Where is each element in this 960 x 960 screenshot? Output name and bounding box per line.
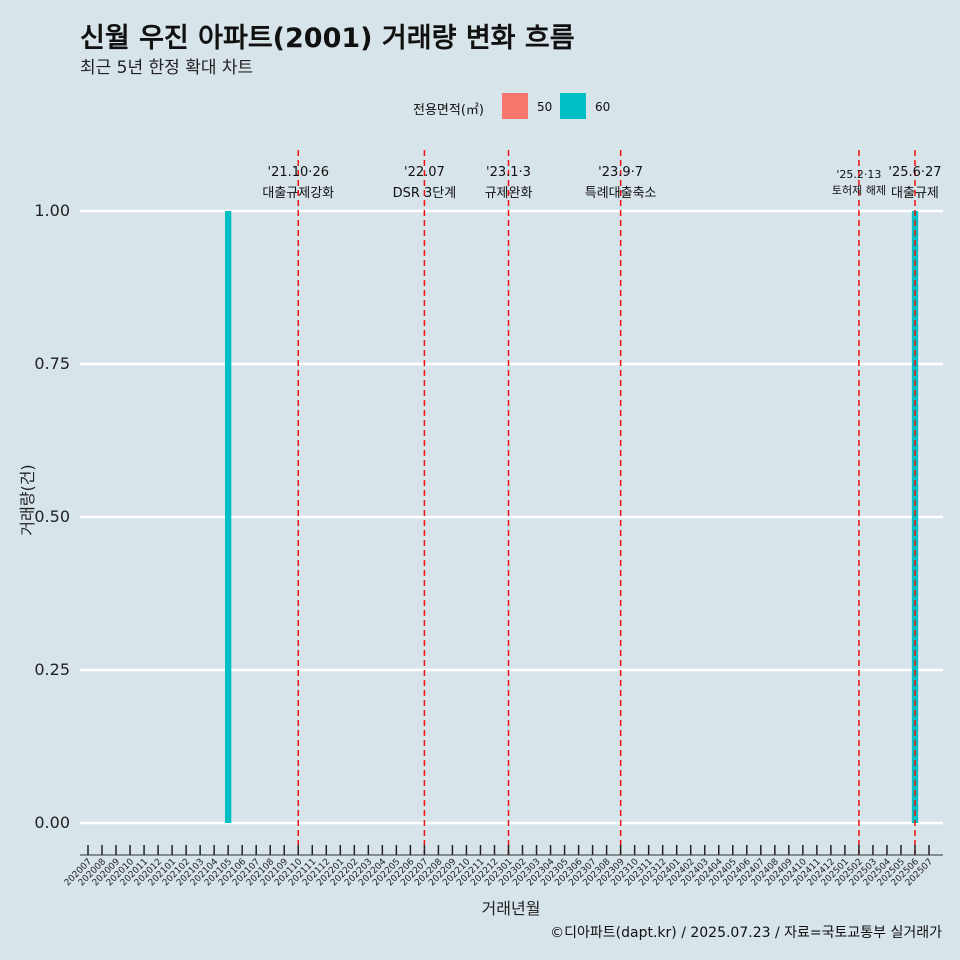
legend-swatch-50: [502, 93, 528, 119]
chart-subtitle: 최근 5년 한정 확대 차트: [80, 58, 254, 78]
event-date-label: '23.1·3: [486, 165, 531, 180]
event-date-label: '21.10·26: [268, 165, 329, 180]
y-tick-label: 0.00: [34, 813, 70, 832]
y-axis-title: 거래량(건): [18, 464, 37, 535]
legend-label-60: 60: [595, 100, 611, 114]
y-tick-label: 0.25: [34, 660, 70, 679]
y-tick-label: 0.75: [34, 354, 70, 373]
event-name-label: 규제완화: [485, 186, 533, 201]
event-name-label: 대출규제강화: [262, 186, 334, 201]
legend-swatch-60: [560, 93, 586, 119]
chart-title: 신월 우진 아파트(2001) 거래량 변화 흐름: [80, 23, 575, 54]
y-tick-label: 0.50: [34, 507, 70, 526]
bar-60-202506: [911, 211, 919, 823]
x-axis-title: 거래년월: [482, 899, 541, 918]
y-tick-label: 1.00: [34, 201, 70, 220]
event-date-label: '23.9·7: [598, 165, 643, 180]
event-name-label: 대출규제: [891, 186, 939, 201]
source-caption: ©디아파트(dapt.kr) / 2025.07.23 / 자료=국토교통부 실…: [550, 925, 942, 941]
event-date-label: '22.07: [404, 165, 445, 180]
event-date-label: '25.6·27: [888, 165, 941, 180]
bar-60-202105: [225, 211, 232, 823]
legend-label-50: 50: [537, 100, 553, 114]
event-date-label: '25.2·13: [836, 168, 881, 181]
event-name-label: DSR 3단계: [393, 186, 457, 201]
legend: 전용면적(㎡) 50 60: [0, 93, 960, 121]
event-name-label: 토허제 해제: [832, 183, 886, 197]
event-name-label: 특례대출축소: [585, 186, 657, 201]
legend-title: 전용면적(㎡): [413, 103, 484, 118]
